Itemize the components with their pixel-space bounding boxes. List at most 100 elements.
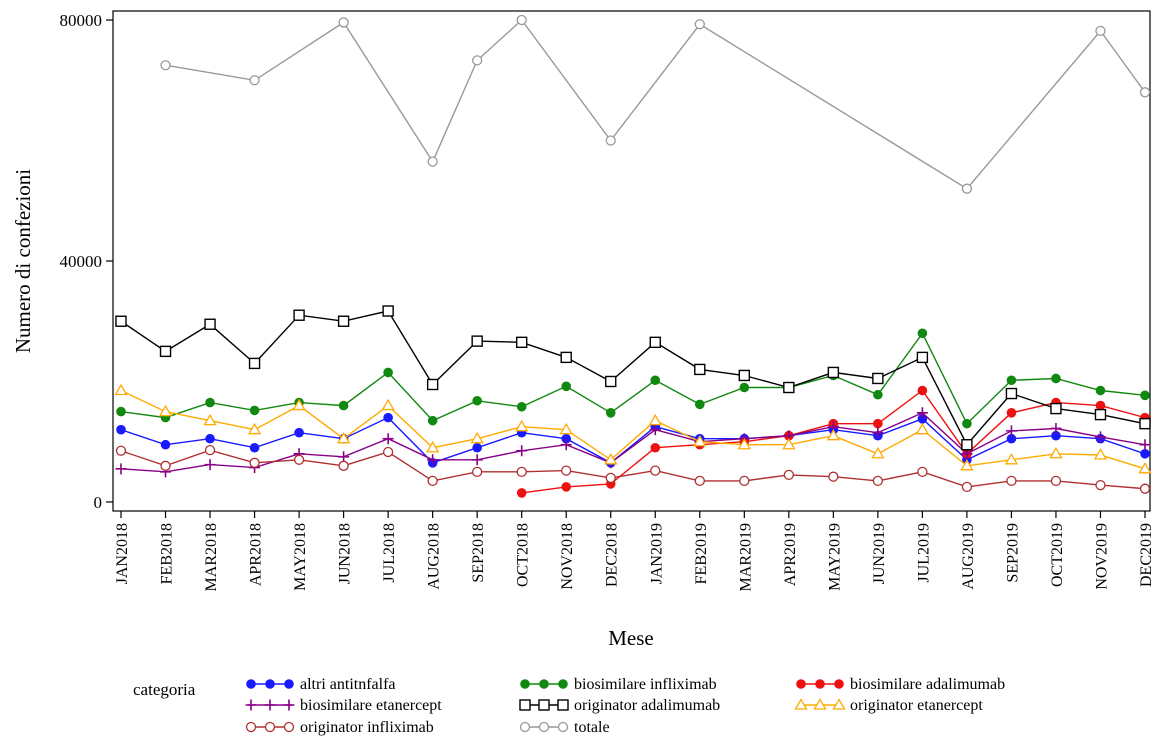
legend-swatch-marker: [796, 679, 806, 689]
data-point: [249, 405, 260, 416]
data-point: [1093, 448, 1108, 460]
data-point: [159, 345, 172, 358]
legend-swatch-marker: [245, 721, 257, 733]
legend-item: biosimilare adalimumab: [796, 676, 1005, 693]
data-point: [561, 381, 572, 392]
legend-label: biosimilare adalimumab: [850, 676, 1005, 693]
legend-swatch-marker: [834, 679, 844, 689]
x-tick-label: FEB2018: [159, 523, 176, 584]
data-point: [516, 401, 527, 412]
data-point: [427, 415, 438, 426]
data-point: [960, 459, 974, 471]
legend-swatch-marker: [557, 699, 569, 711]
y-tick-label: 40000: [60, 252, 103, 271]
data-point: [472, 442, 482, 453]
data-point: [783, 469, 794, 481]
data-point: [1094, 431, 1106, 443]
data-point: [160, 460, 171, 471]
data-point: [873, 418, 883, 429]
data-point: [604, 452, 618, 465]
legend-label: originator adalimumab: [574, 697, 720, 714]
x-tick-label: NOV2019: [1093, 523, 1110, 590]
data-point: [1004, 452, 1019, 465]
data-point: [205, 433, 215, 444]
data-point: [426, 440, 440, 453]
series-4: [115, 305, 1151, 451]
data-point: [1139, 87, 1151, 98]
legend-title: categoria: [133, 680, 196, 699]
x-tick-label: AUG2019: [960, 523, 977, 590]
data-point: [605, 375, 617, 388]
data-point: [247, 422, 262, 435]
data-point: [694, 363, 706, 376]
data-point: [650, 465, 661, 476]
data-point: [382, 446, 394, 458]
legend-item: biosimilare etanercept: [245, 697, 442, 714]
legend-item: totale: [519, 719, 610, 736]
data-point: [871, 446, 885, 459]
x-tick-label: MAR2019: [737, 523, 754, 591]
data-point: [1049, 446, 1063, 459]
data-point: [203, 413, 217, 426]
legend-label: altri antitnfalfa: [300, 676, 396, 693]
data-point: [516, 466, 527, 477]
data-point: [873, 389, 883, 400]
data-point: [1006, 375, 1017, 386]
data-point: [1006, 475, 1017, 487]
legend-item: biosimilare infliximab: [520, 676, 717, 693]
data-point: [961, 183, 973, 194]
data-point: [648, 413, 662, 426]
data-point: [114, 383, 128, 396]
legend-swatch-marker: [519, 699, 531, 711]
data-point: [338, 460, 349, 471]
x-tick-label: OCT2019: [1049, 523, 1066, 587]
x-axis-title: Mese: [608, 626, 654, 650]
x-tick-label: JAN2019: [648, 523, 665, 584]
legend-swatch-marker: [246, 679, 256, 689]
data-point: [693, 434, 707, 447]
data-point: [383, 367, 393, 378]
legend-swatch-marker: [283, 699, 295, 711]
data-point: [694, 19, 705, 30]
data-point: [116, 406, 126, 417]
data-point: [917, 328, 928, 339]
data-point: [917, 466, 928, 477]
series-line: [120, 411, 1146, 473]
data-point: [248, 357, 261, 370]
data-point: [961, 481, 973, 493]
data-point: [1140, 390, 1150, 401]
data-point: [427, 475, 438, 487]
x-tick-label: MAY2018: [292, 523, 309, 591]
data-point: [605, 408, 616, 418]
series-layer: [114, 14, 1152, 498]
series-2: [516, 385, 1150, 498]
x-tick-label: JUL2019: [915, 523, 932, 583]
x-tick-label: APR2019: [782, 523, 799, 586]
data-point: [381, 398, 395, 411]
data-point: [560, 351, 572, 364]
data-point: [872, 372, 884, 385]
legend-swatch-marker: [539, 679, 549, 689]
data-point: [738, 369, 751, 382]
legend-swatch-marker: [284, 679, 294, 689]
data-point: [605, 135, 616, 146]
data-point: [826, 428, 840, 441]
data-point: [471, 454, 483, 466]
legend-item: originator adalimumab: [519, 697, 720, 714]
data-point: [1095, 385, 1106, 396]
data-point: [115, 315, 127, 327]
data-point: [470, 431, 484, 444]
data-point: [383, 412, 393, 423]
data-point: [561, 482, 572, 492]
data-point: [382, 433, 394, 445]
data-point: [916, 351, 929, 364]
data-point: [515, 336, 528, 349]
legend-label: biosimilare etanercept: [300, 697, 442, 714]
legend-label: originator infliximab: [300, 719, 434, 736]
x-tick-label: DEC2019: [1138, 523, 1155, 587]
data-point: [249, 75, 260, 86]
series-6: [115, 445, 1151, 494]
x-tick-label: APR2018: [248, 523, 265, 586]
legend-swatch-marker: [557, 721, 569, 733]
